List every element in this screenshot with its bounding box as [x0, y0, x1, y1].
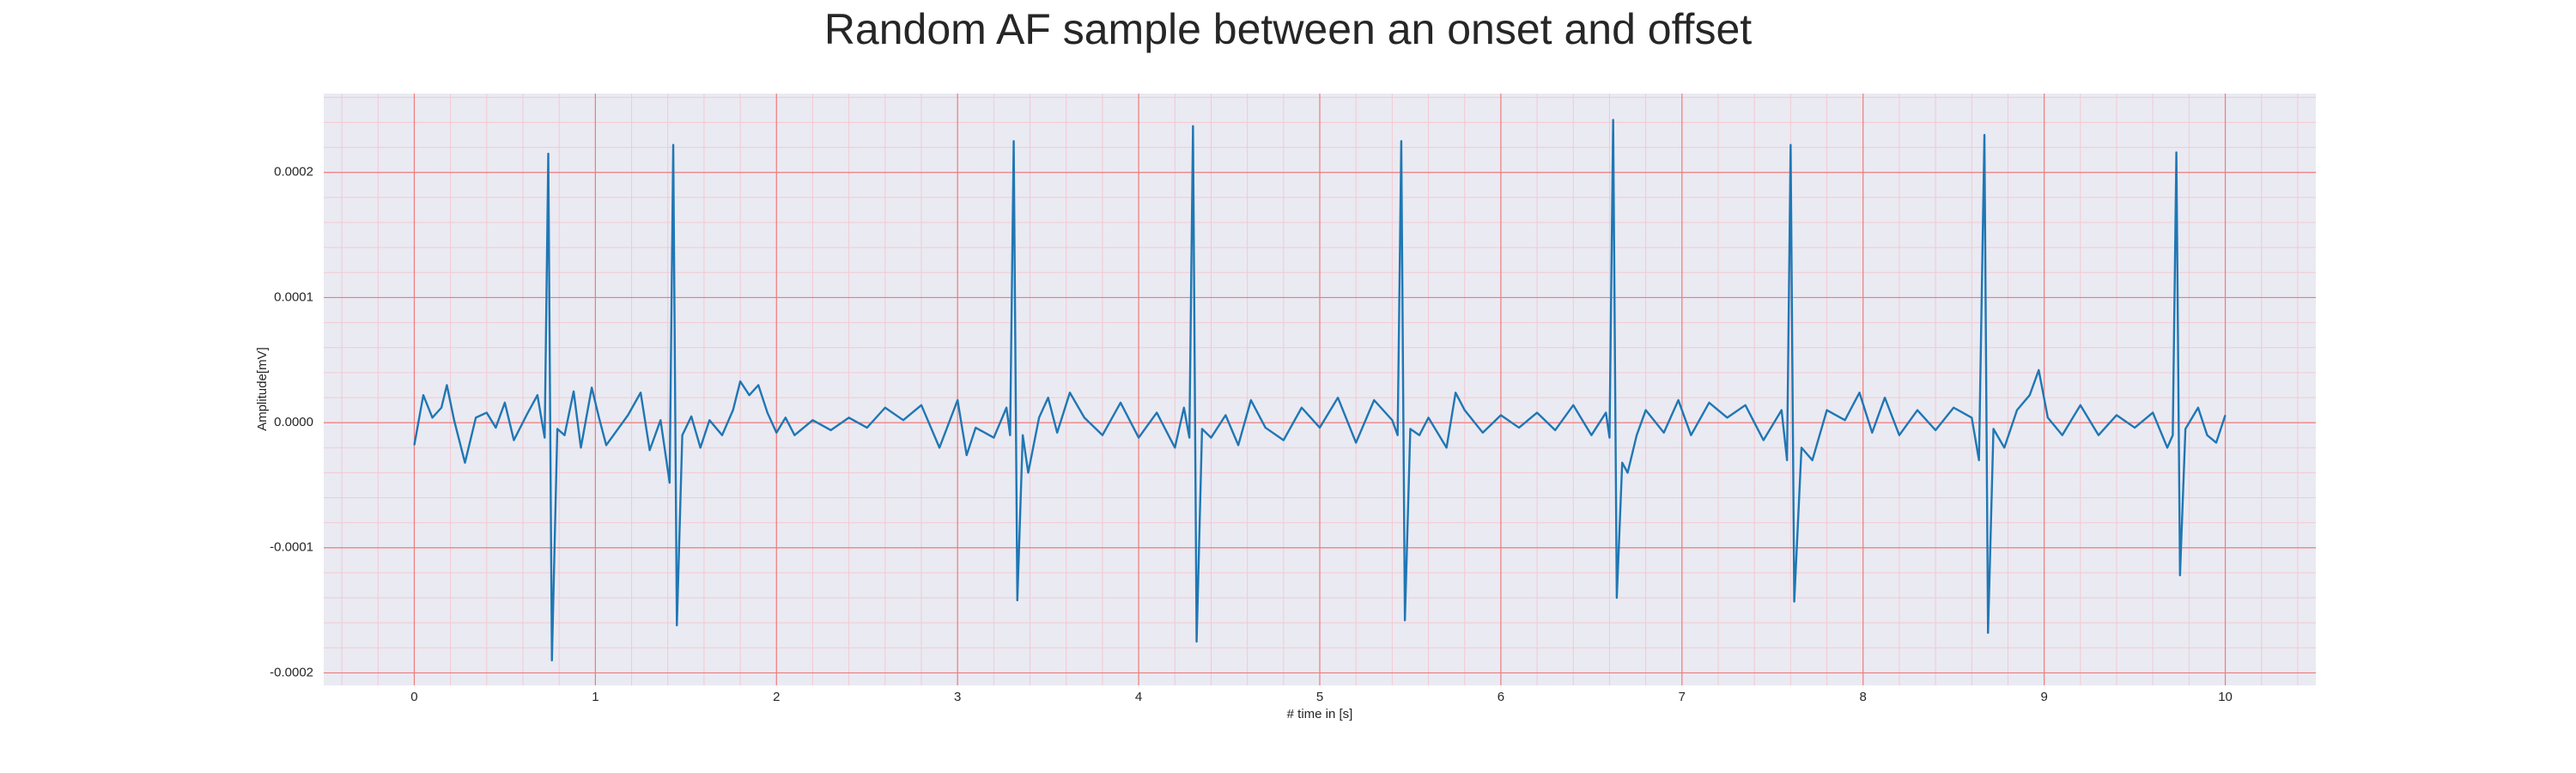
y-tick-label: -0.0002 [270, 665, 313, 679]
y-tick-label: 0.0002 [274, 165, 313, 180]
x-tick-label: 8 [1860, 690, 1867, 704]
x-axis-label: # time in [s] [1287, 707, 1353, 721]
signal-line [413, 119, 2227, 662]
y-axis-label: Amplitude[mV] [255, 347, 270, 431]
x-tick-label: 1 [592, 690, 598, 704]
x-tick-label: 2 [773, 690, 780, 704]
y-tick-label: -0.0001 [270, 540, 313, 555]
x-tick-label: 6 [1498, 690, 1504, 704]
x-tick-label: 0 [410, 690, 417, 704]
y-tick-label: 0.0001 [274, 289, 313, 304]
x-tick-label: 3 [954, 690, 961, 704]
x-tick-label: 9 [2040, 690, 2047, 704]
chart-title: Random AF sample between an onset and of… [824, 5, 1752, 53]
x-tick-label: 4 [1135, 690, 1142, 704]
x-tick-label: 7 [1679, 690, 1686, 704]
x-tick-label: 5 [1316, 690, 1323, 704]
y-tick-label: 0.0000 [274, 415, 313, 429]
x-tick-label: 10 [2218, 690, 2233, 704]
